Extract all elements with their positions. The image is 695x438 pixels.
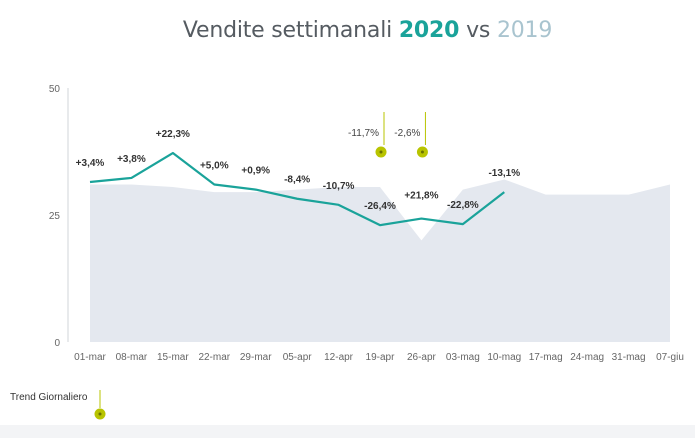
data-label: -26,4% (364, 201, 396, 212)
data-label: +22,3% (156, 129, 190, 140)
x-tick-label: 07-giu (656, 352, 684, 363)
title-year-2019: 2019 (496, 18, 553, 43)
data-label: +0,9% (241, 166, 270, 177)
annotation-marker-center (420, 150, 424, 154)
chart-card: Vendite settimanali 2020 vs 2019 0 25 50 +3… (0, 0, 695, 425)
x-tick-label: 12-apr (324, 352, 354, 363)
legend-label: Trend Giornaliero (10, 392, 88, 403)
x-tick-label: 03-mag (446, 352, 480, 363)
data-label: -13,1% (488, 168, 520, 179)
x-tick-label: 26-apr (407, 352, 437, 363)
data-label: -8,4% (284, 175, 310, 186)
data-label: +3,8% (117, 154, 146, 165)
x-tick-label: 08-mar (116, 352, 148, 363)
x-tick-label: 22-mar (198, 352, 230, 363)
title-year-2020: 2020 (398, 18, 460, 43)
series-2019-area (90, 179, 670, 342)
data-label: -22,8% (447, 200, 479, 211)
x-tick-label: 31-mag (612, 352, 646, 363)
x-tick-label: 15-mar (157, 352, 189, 363)
annotation-label: -2,6% (394, 128, 420, 139)
title-vs: vs (466, 18, 491, 43)
x-tick-label: 01-mar (74, 352, 106, 363)
data-label: +5,0% (200, 161, 229, 172)
data-label: +3,4% (76, 158, 105, 169)
x-tick-label: 10-mag (487, 352, 521, 363)
y-tick-label: 25 (49, 211, 61, 222)
legend-marker-center (98, 412, 102, 416)
data-label: -10,7% (323, 181, 355, 192)
y-tick-label: 0 (54, 338, 60, 349)
title-prefix: Vendite settimanali (182, 18, 393, 43)
data-label: +21,8% (404, 191, 438, 202)
x-tick-label: 29-mar (240, 352, 272, 363)
x-tick-label: 24-mag (570, 352, 604, 363)
annotation-label: -11,7% (348, 128, 379, 139)
chart-title: Vendite settimanali 2020 vs 2019 (0, 18, 695, 43)
x-tick-label: 05-apr (283, 352, 313, 363)
series-2020-line (89, 151, 505, 227)
annotation-marker-center (379, 150, 383, 154)
x-tick-label: 17-mag (529, 352, 563, 363)
x-tick-label: 19-apr (366, 352, 396, 363)
y-tick-label: 50 (49, 84, 61, 95)
